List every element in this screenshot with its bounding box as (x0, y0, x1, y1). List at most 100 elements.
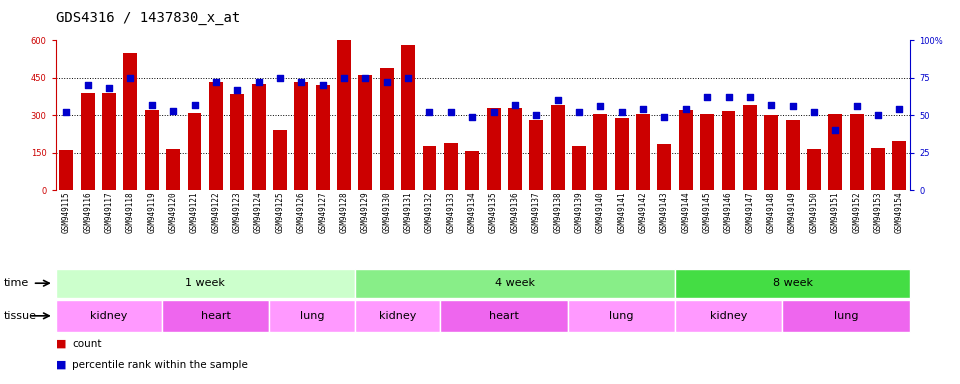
Point (550, 97, 565, 103)
Text: count: count (72, 339, 102, 349)
Bar (508, 108, 522, 190)
Text: heart: heart (201, 311, 230, 321)
Bar (354, 269, 675, 298)
Text: kidney: kidney (379, 311, 416, 321)
Point (59, 109, 74, 115)
Bar (166, 149, 180, 190)
Bar (162, 300, 269, 332)
Bar (658, 144, 671, 190)
Point (486, 109, 501, 115)
Bar (614, 118, 629, 190)
Text: lung: lung (833, 311, 858, 321)
Point (294, 79, 309, 85)
Point (379, 79, 395, 85)
Point (273, 74, 288, 81)
Bar (764, 115, 779, 190)
Text: ■: ■ (56, 360, 66, 370)
Text: time: time (4, 278, 29, 288)
Bar (529, 120, 543, 190)
Text: heart: heart (490, 311, 519, 321)
Bar (700, 114, 714, 190)
Text: GDS4316 / 1437830_x_at: GDS4316 / 1437830_x_at (56, 11, 240, 25)
Bar (124, 53, 137, 190)
Point (571, 109, 587, 115)
Point (763, 102, 779, 108)
Bar (487, 108, 500, 190)
Bar (56, 269, 354, 298)
Point (785, 103, 801, 109)
Point (123, 74, 138, 81)
Point (80, 82, 95, 88)
Point (187, 102, 203, 108)
Bar (466, 151, 479, 190)
Point (421, 109, 437, 115)
Point (208, 79, 224, 85)
Point (657, 114, 672, 120)
Bar (354, 300, 440, 332)
Bar (743, 105, 756, 190)
Bar (722, 111, 735, 190)
Point (636, 106, 651, 112)
Point (592, 103, 608, 109)
Bar (636, 114, 650, 190)
Point (721, 94, 736, 100)
Point (700, 94, 715, 100)
Bar (380, 68, 394, 190)
Bar (81, 93, 95, 190)
Bar (60, 150, 73, 190)
Bar (422, 146, 437, 190)
Text: lung: lung (610, 311, 634, 321)
Point (315, 82, 330, 88)
Text: 8 week: 8 week (773, 278, 812, 288)
Point (871, 112, 886, 118)
Point (507, 102, 522, 108)
Bar (316, 85, 329, 190)
Bar (102, 93, 116, 190)
Bar (56, 300, 162, 332)
Bar (187, 113, 202, 190)
Bar (145, 110, 158, 190)
Bar (593, 114, 608, 190)
Point (828, 127, 843, 133)
Bar (675, 300, 781, 332)
Text: percentile rank within the sample: percentile rank within the sample (72, 360, 248, 370)
Bar (850, 114, 864, 190)
Point (614, 109, 630, 115)
Bar (209, 81, 223, 190)
Bar (807, 149, 821, 190)
Point (849, 103, 864, 109)
Bar (572, 146, 586, 190)
Point (892, 106, 907, 112)
Point (742, 94, 757, 100)
Point (102, 85, 117, 91)
Bar (401, 45, 415, 190)
Bar (273, 130, 287, 190)
Bar (440, 300, 568, 332)
Point (465, 114, 480, 120)
Text: 1 week: 1 week (185, 278, 226, 288)
Point (165, 108, 180, 114)
Text: tissue: tissue (4, 311, 36, 321)
Text: ■: ■ (56, 339, 66, 349)
Bar (269, 300, 354, 332)
Point (336, 74, 351, 81)
Point (444, 109, 459, 115)
Point (400, 74, 416, 81)
Bar (679, 110, 693, 190)
Point (358, 74, 373, 81)
Point (251, 79, 266, 85)
Point (529, 112, 544, 118)
Bar (785, 120, 800, 190)
Text: 4 week: 4 week (495, 278, 535, 288)
Bar (871, 148, 885, 190)
Text: lung: lung (300, 311, 324, 321)
Bar (568, 300, 675, 332)
Bar (337, 40, 351, 190)
Bar (444, 142, 458, 190)
Bar (295, 81, 308, 190)
Bar (230, 94, 244, 190)
Bar (252, 84, 266, 190)
Text: kidney: kidney (709, 311, 747, 321)
Point (806, 109, 822, 115)
Bar (675, 269, 910, 298)
